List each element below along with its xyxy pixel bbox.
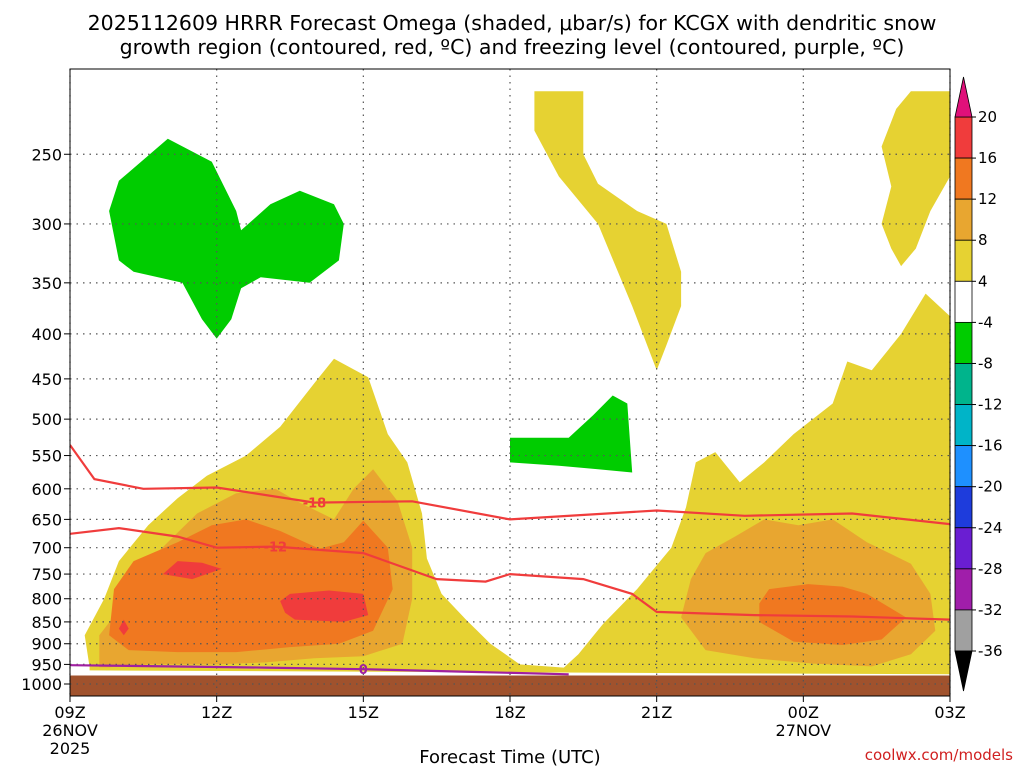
- colorbar-swatch-5: [954, 321, 973, 364]
- omega-region-4-to-8-upper-right-2: [881, 91, 950, 267]
- y-tick-label-950: 950: [31, 655, 62, 674]
- colorbar-swatch-8: [954, 445, 973, 488]
- colorbar-swatch-10: [954, 527, 973, 570]
- chart-title-line-1: 2025112609 HRRR Forecast Omega (shaded, …: [88, 11, 937, 35]
- x-tick-label-09z: 09Z: [54, 703, 85, 722]
- omega-region-8-to-4-mid-11: [510, 395, 633, 473]
- x-tick-date-26nov: 26NOV: [42, 721, 98, 740]
- colorbar-swatch-7: [954, 404, 973, 447]
- y-tick-label-1000: 1000: [21, 675, 62, 694]
- x-tick-label-18z: 18Z: [494, 703, 525, 722]
- contour-line-18: [70, 444, 950, 526]
- contour-line-0: [70, 664, 569, 676]
- omega-region-8-to-4-10: [109, 138, 344, 339]
- colorbar-tick-label-4: 4: [978, 272, 988, 290]
- ground-below-surface: [70, 675, 950, 696]
- colorbar-swatch-9: [954, 486, 973, 529]
- colorbar-bottom-arrow: [954, 650, 973, 692]
- colorbar-tick-label-28: -28: [978, 560, 1003, 578]
- contour-label-12: -12: [264, 541, 288, 556]
- y-tick-label-550: 550: [31, 447, 62, 466]
- omega-region-16-to-20-center-8: [280, 590, 369, 622]
- source-credit: coolwx.com/models: [865, 746, 1013, 764]
- y-tick-label-750: 750: [31, 565, 62, 584]
- y-tick-label-500: 500: [31, 410, 62, 429]
- colorbar-tick-label-24: -24: [978, 519, 1003, 537]
- colorbar-swatch-11: [954, 568, 973, 611]
- y-tick-label-850: 850: [31, 613, 62, 632]
- omega-shaded-regions: [84, 91, 950, 675]
- x-tick-label-12z: 12Z: [201, 703, 232, 722]
- x-tick-label-21z: 21Z: [641, 703, 672, 722]
- colorbar-swatch-1: [954, 157, 973, 200]
- y-tick-label-650: 650: [31, 510, 62, 529]
- colorbar-tick-label-8: 8: [978, 231, 988, 249]
- y-tick-label-600: 600: [31, 480, 62, 499]
- x-tick-label-03z: 03Z: [934, 703, 965, 722]
- y-tick-label-700: 700: [31, 539, 62, 558]
- y-tick-label-800: 800: [31, 590, 62, 609]
- contour-label-18: -18: [303, 497, 327, 512]
- colorbar-tick-label-16: -16: [978, 437, 1003, 455]
- omega-region-16-to-20-7: [162, 561, 222, 580]
- y-tick-label-300: 300: [31, 215, 62, 234]
- y-tick-label-450: 450: [31, 370, 62, 389]
- colorbar-tick-label-16: 16: [978, 149, 997, 167]
- x-axis-label: Forecast Time (UTC): [419, 747, 600, 768]
- colorbar-swatch-2: [954, 198, 973, 241]
- y-tick-label-900: 900: [31, 635, 62, 654]
- colorbar-top-arrow: [954, 76, 973, 118]
- chart-title-line-2: growth region (contoured, red, ºC) and f…: [120, 35, 905, 59]
- colorbar-swatch-12: [954, 609, 973, 652]
- x-tick-date-27nov: 27NOV: [776, 721, 832, 740]
- colorbar-tick-label-36: -36: [978, 642, 1003, 660]
- colorbar-tick-label-12: 12: [978, 190, 997, 208]
- colorbar-swatch-6: [954, 363, 973, 405]
- x-tick-label-15z: 15Z: [348, 703, 379, 722]
- x-tick-label-00z: 00Z: [788, 703, 819, 722]
- omega-region-12-to-16-right-6: [759, 584, 906, 645]
- y-tick-label-400: 400: [31, 325, 62, 344]
- colorbar-tick-label-12: -12: [978, 396, 1003, 414]
- omega-colorbar: 20 16 12 8 4 -4 -8 -12 -16 -20 -24 -28 -32 -36: [954, 76, 1003, 692]
- colorbar-tick-label-20: -20: [978, 478, 1003, 496]
- omega-region-16-to-20-small-9: [118, 619, 129, 636]
- colorbar-tick-label-8: -8: [978, 354, 993, 372]
- omega-region-4-to-8-upper-1: [534, 91, 682, 371]
- colorbar-tick-label-4: -4: [978, 313, 993, 331]
- colorbar-swatch-3: [954, 239, 973, 282]
- contour-label-0: 0: [359, 663, 368, 678]
- pressure-axis: 250 300 350 400 450 500 550 600 650 700 750 800 850 9…: [21, 145, 70, 694]
- colorbar-swatch-0: [954, 116, 973, 159]
- y-tick-label-350: 350: [31, 274, 62, 293]
- x-tick-year-2025: 2025: [50, 739, 91, 758]
- colorbar-tick-label-20: 20: [978, 108, 997, 126]
- colorbar-swatch-4: [954, 280, 973, 323]
- colorbar-tick-label-32: -32: [978, 601, 1003, 619]
- temperature-contours: -18 -12 0: [70, 444, 950, 678]
- y-tick-label-250: 250: [31, 145, 62, 164]
- contour-line-12: [70, 526, 950, 621]
